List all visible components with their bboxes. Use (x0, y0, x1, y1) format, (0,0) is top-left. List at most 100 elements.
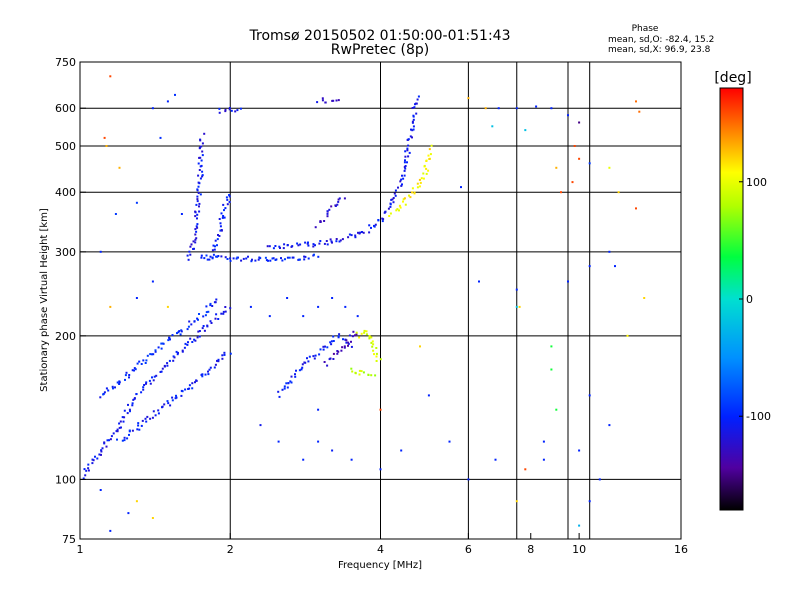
data-point (216, 255, 219, 258)
data-point (196, 213, 199, 216)
data-point (209, 320, 212, 323)
data-point (398, 204, 401, 207)
data-point (195, 230, 198, 233)
data-point (370, 336, 373, 339)
data-point (196, 200, 199, 203)
data-point (408, 194, 410, 197)
data-point (411, 129, 414, 132)
data-point (404, 167, 407, 170)
data-point (368, 224, 371, 227)
data-point (342, 338, 344, 341)
data-point (319, 220, 322, 223)
data-point (195, 379, 198, 382)
data-point (206, 258, 209, 261)
data-point (212, 244, 215, 247)
data-point (94, 455, 96, 458)
data-point (588, 265, 591, 268)
data-point (194, 211, 197, 214)
data-point (109, 305, 112, 308)
data-point (304, 255, 307, 258)
data-point (334, 204, 337, 207)
colorbar-tick-label: -100 (746, 410, 771, 423)
data-point (578, 524, 581, 527)
data-point (393, 192, 396, 195)
data-point (358, 369, 361, 372)
data-point (137, 424, 140, 427)
colorbar-label: [deg] (714, 70, 751, 86)
data-point (418, 178, 421, 181)
data-point (193, 247, 195, 250)
data-point (406, 147, 409, 150)
data-point (389, 205, 392, 208)
data-point (524, 468, 527, 471)
data-point (175, 396, 178, 399)
data-point (348, 233, 351, 236)
data-point (150, 353, 153, 356)
data-point (419, 345, 421, 348)
data-point (199, 193, 202, 196)
data-point (330, 340, 333, 343)
data-point (518, 305, 521, 308)
data-point (316, 101, 319, 104)
data-point (91, 462, 94, 465)
data-point (126, 412, 129, 415)
data-point (368, 337, 371, 340)
data-point (299, 243, 302, 246)
data-point (375, 355, 378, 358)
data-point (131, 369, 134, 372)
data-point (200, 159, 203, 162)
data-point (118, 166, 121, 169)
data-point (289, 380, 292, 383)
data-point (161, 406, 163, 409)
data-point (254, 259, 257, 262)
data-point (82, 477, 85, 480)
data-point (404, 159, 406, 162)
data-point (560, 191, 562, 194)
data-point (321, 99, 324, 102)
data-point (208, 368, 211, 371)
data-point (105, 445, 108, 448)
data-point (131, 402, 134, 405)
data-point (283, 243, 286, 246)
data-point (535, 105, 538, 108)
data-point (159, 136, 162, 139)
data-point (87, 467, 90, 470)
data-point (404, 150, 407, 153)
data-point (84, 474, 87, 477)
data-point (216, 244, 218, 247)
data-point (247, 255, 249, 258)
data-point (149, 382, 152, 385)
data-point (105, 387, 108, 390)
data-point (339, 239, 342, 242)
data-point (307, 244, 310, 247)
data-point (430, 144, 433, 147)
data-point (404, 155, 407, 158)
data-point (326, 243, 329, 246)
data-point (403, 174, 406, 177)
data-point (285, 382, 288, 385)
data-point (122, 420, 125, 423)
data-point (401, 183, 403, 186)
data-point (411, 120, 414, 123)
data-point (250, 260, 253, 263)
data-point (197, 181, 200, 184)
data-point (216, 238, 219, 241)
data-point (207, 310, 210, 313)
data-point (226, 258, 229, 260)
y-tick-label: 100 (55, 473, 76, 486)
data-point (373, 224, 375, 227)
data-point (126, 437, 129, 440)
data-point (314, 226, 317, 229)
data-point (295, 369, 297, 372)
data-point (209, 366, 212, 369)
data-point (180, 394, 183, 397)
data-point (239, 107, 242, 110)
data-point (303, 258, 306, 261)
data-point (180, 213, 183, 215)
data-point (171, 334, 174, 337)
data-point (116, 428, 119, 431)
data-point (416, 186, 419, 189)
data-point (222, 312, 225, 315)
data-point (259, 257, 262, 260)
data-point (268, 245, 271, 248)
